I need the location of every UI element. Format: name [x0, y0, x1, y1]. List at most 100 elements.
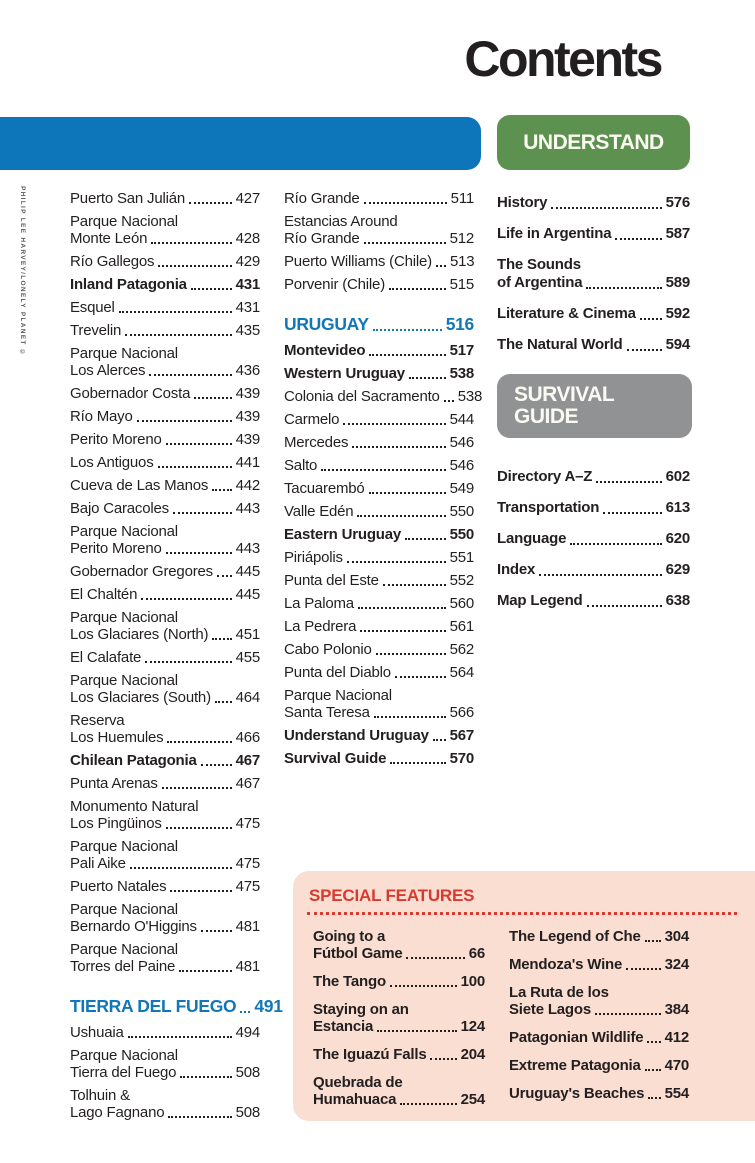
page-number: 620: [665, 530, 691, 547]
toc-entry: Porvenir (Chile) 515: [284, 276, 474, 293]
dot-leader: [648, 1097, 661, 1099]
page-number: 494: [235, 1024, 261, 1041]
toc-entry-label: Western Uruguay: [284, 365, 405, 382]
dot-leader: [626, 349, 662, 351]
toc-entry-label-line1: Staying on an: [313, 1001, 409, 1018]
toc-entry-line: Río Grande 512: [284, 230, 474, 247]
toc-entry-label: Puerto Natales: [70, 878, 167, 895]
dot-leader: [626, 968, 661, 970]
toc-entry-label: Carmelo: [284, 411, 340, 428]
toc-entry-line: The Iguazú Falls 204: [313, 1046, 485, 1063]
toc-entry-line: Mendoza's Wine 324: [509, 956, 689, 973]
toc-entry: Transportation 613: [497, 499, 690, 517]
page-number: 517: [449, 342, 475, 359]
toc-entry-line: Lago Fagnano 508: [70, 1104, 260, 1121]
dot-leader: [168, 1116, 232, 1118]
dot-leader: [389, 288, 446, 290]
toc-entry-label: La Paloma: [284, 595, 354, 612]
toc-entry-label: Humahuaca: [313, 1091, 397, 1108]
page-number: 442: [235, 477, 261, 494]
toc-entry: Estancias Around Río Grande 512: [284, 213, 474, 247]
toc-entry: Parque Nacional Los Glaciares (North) 451: [70, 609, 260, 643]
page-number: 562: [449, 641, 475, 658]
dot-leader: [118, 311, 232, 313]
dot-leader: [406, 957, 465, 959]
dot-leader: [432, 739, 446, 741]
toc-entry-label: Los Alerces: [70, 362, 146, 379]
dot-leader: [586, 605, 662, 607]
understand-badge-label: UNDERSTAND: [523, 130, 664, 154]
page-number: 587: [665, 225, 691, 242]
toc-entry: Map Legend 638: [497, 592, 690, 610]
dot-leader: [408, 377, 446, 379]
toc-entry: Parque Nacional Santa Teresa 566: [284, 687, 474, 721]
understand-badge: UNDERSTAND: [497, 115, 690, 170]
toc-entry-line: Survival Guide 570: [284, 750, 474, 767]
page-number: 429: [235, 253, 261, 270]
toc-entry-label-line1: Estancias Around: [284, 213, 398, 230]
page-number: 564: [449, 664, 475, 681]
toc-entry-label: Pali Aike: [70, 855, 126, 872]
toc-entry: Puerto Natales 475: [70, 878, 260, 895]
toc-entry-label: Cabo Polonio: [284, 641, 372, 658]
toc-entry-label-line1: Parque Nacional: [70, 345, 178, 362]
toc-entry-line: Transportation 613: [497, 499, 690, 517]
toc-entry-line: Index 629: [497, 561, 690, 579]
toc-entry: Bajo Caracoles 443: [70, 500, 260, 517]
toc-entry: Puerto San Julián 427: [70, 190, 260, 207]
toc-entry: Parque Nacional Los Alerces 436: [70, 345, 260, 379]
toc-entry-line: Santa Teresa 566: [284, 704, 474, 721]
dot-leader: [369, 354, 446, 356]
toc-entry-line: Bernardo O'Higgins 481: [70, 918, 260, 935]
page-number: 481: [235, 918, 261, 935]
dot-leader: [190, 288, 232, 290]
toc-entry-line: Understand Uruguay 567: [284, 727, 474, 744]
special-features-column-left: Going to a Fútbol Game 66 The Tango 100 Stayi…: [313, 928, 485, 1119]
toc-entry-line: Río Mayo 439: [70, 408, 260, 425]
toc-entry: Punta del Diablo 564: [284, 664, 474, 681]
understand-section-list: History 576 Life in Argentina 587 The Sounds…: [497, 194, 690, 354]
toc-entry-label: Language: [497, 530, 567, 547]
dot-leader: [647, 1041, 661, 1043]
photo-credit: PHILIP LEE HARVEY/LONELY PLANET ©: [19, 186, 26, 358]
toc-entry-label: Puerto Williams (Chile): [284, 253, 432, 270]
page-number: 550: [449, 503, 475, 520]
toc-entry-line: Bajo Caracoles 443: [70, 500, 260, 517]
toc-entry-label-line1: Parque Nacional: [284, 687, 392, 704]
toc-entry-label: Lago Fagnano: [70, 1104, 165, 1121]
toc-entry-line: Extreme Patagonia 470: [509, 1057, 689, 1074]
toc-entry-label: Río Gallegos: [70, 253, 155, 270]
page-number: 124: [460, 1018, 486, 1035]
toc-entry: Gobernador Costa 439: [70, 385, 260, 402]
toc-entry: Index 629: [497, 561, 690, 579]
toc-entry: La Pedrera 561: [284, 618, 474, 635]
toc-entry-label: Ushuaia: [70, 1024, 124, 1041]
toc-entry: The Sounds of Argentina 589: [497, 256, 690, 292]
page-number: 513: [449, 253, 475, 270]
toc-entry: Parque Nacional Torres del Paine 481: [70, 941, 260, 975]
dot-leader: [179, 970, 232, 972]
toc-entry-label: Piriápolis: [284, 549, 343, 566]
dot-leader: [125, 334, 232, 336]
page-number: 427: [235, 190, 261, 207]
toc-entry-line: Piriápolis 551: [284, 549, 474, 566]
toc-entry-label: Inland Patagonia: [70, 276, 187, 293]
toc-entry-label: Understand Uruguay: [284, 727, 429, 744]
toc-entry-line: Mercedes 546: [284, 434, 474, 451]
toc-entry-line: Uruguay's Beaches 554: [509, 1085, 689, 1102]
page-number: 451: [235, 626, 261, 643]
toc-entry: Tacuarembó 549: [284, 480, 474, 497]
toc-entry-label: Gobernador Costa: [70, 385, 191, 402]
toc-entry: Río Grande 511: [284, 190, 474, 207]
toc-entry-line: Tacuarembó 549: [284, 480, 474, 497]
dot-leader: [200, 764, 232, 766]
toc-entry-label: Life in Argentina: [497, 225, 612, 242]
toc-entry-label: Index: [497, 561, 536, 578]
toc-column-right: History 576 Life in Argentina 587 The Sounds…: [497, 115, 692, 623]
toc-entry: La Paloma 560: [284, 595, 474, 612]
toc-entry-line: Los Huemules 466: [70, 729, 260, 746]
toc-entry-line: Trevelin 435: [70, 322, 260, 339]
page-number: 508: [235, 1064, 261, 1081]
dot-leader: [394, 676, 446, 678]
toc-entry-label: Los Glaciares (North): [70, 626, 209, 643]
